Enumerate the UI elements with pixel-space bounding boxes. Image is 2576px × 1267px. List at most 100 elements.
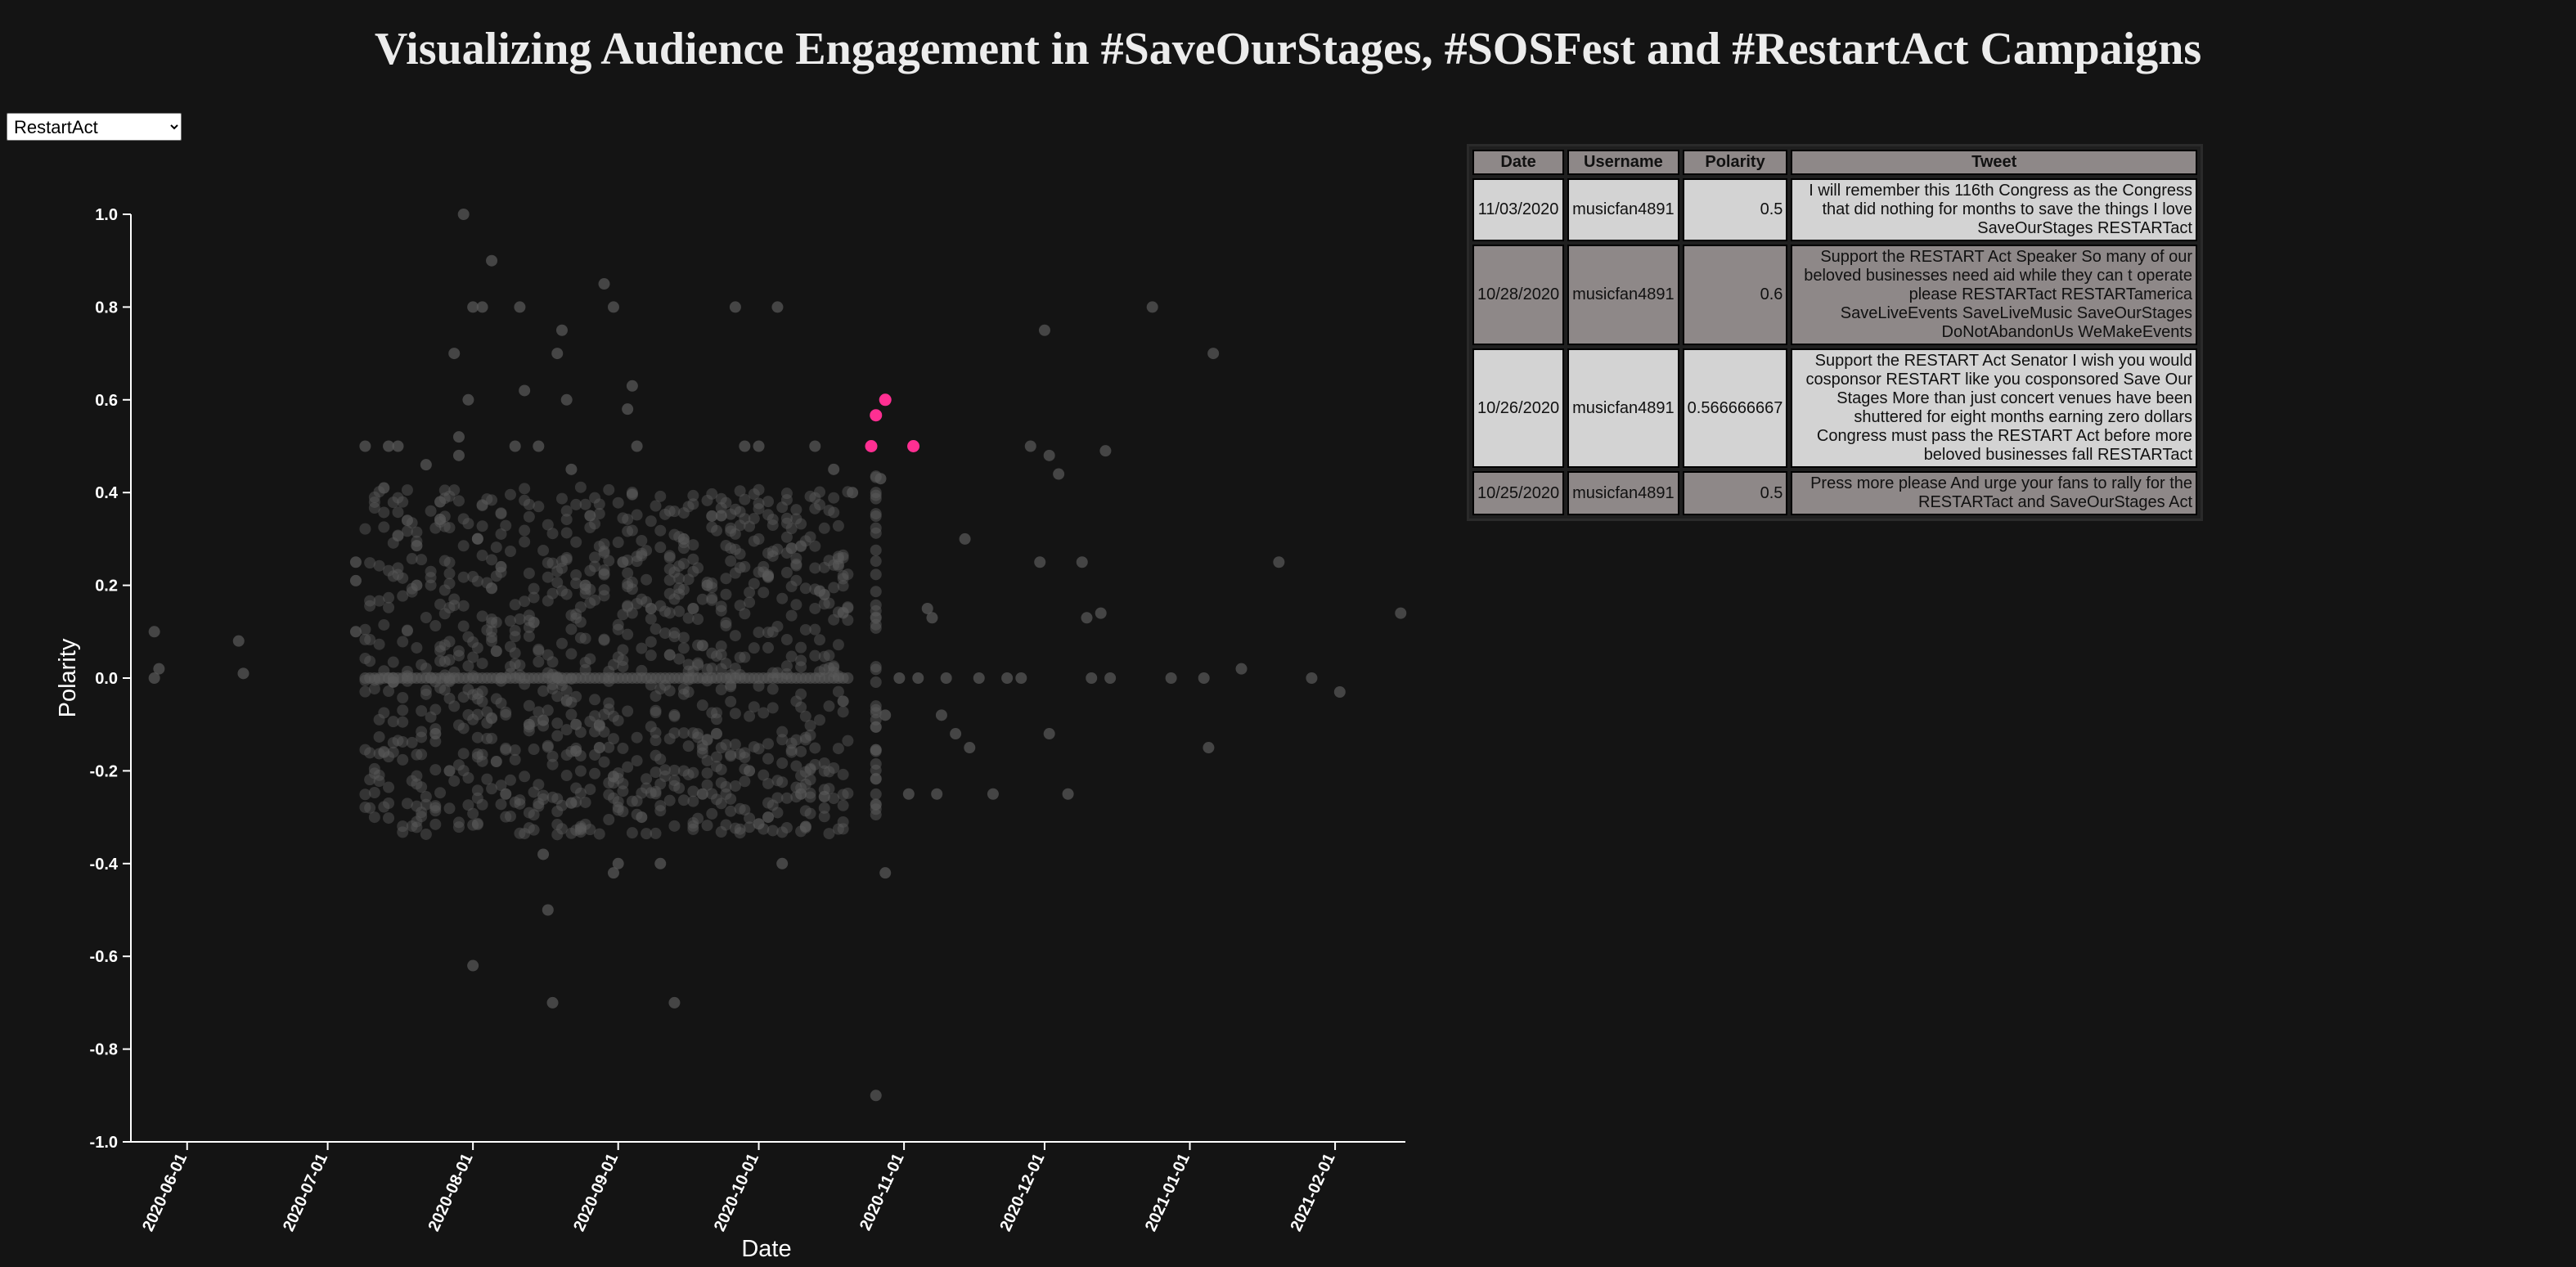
data-point: [607, 771, 619, 783]
data-point: [452, 719, 465, 731]
data-point: [617, 654, 629, 667]
data-point: [471, 819, 483, 831]
data-point: [785, 523, 798, 535]
data-point: [481, 732, 493, 744]
data-point: [551, 819, 564, 831]
data-point: [598, 545, 610, 557]
data-point: [785, 744, 798, 757]
data-point: [729, 708, 741, 720]
data-point: [392, 735, 404, 747]
data-point: [598, 708, 610, 721]
data-point: [828, 582, 840, 594]
data-point: [771, 775, 784, 787]
data-point: [411, 821, 423, 833]
data-point: [744, 821, 756, 833]
data-point: [542, 519, 554, 531]
data-point: [715, 604, 727, 617]
data-point: [696, 739, 708, 752]
data-point: [546, 791, 559, 803]
data-point: [560, 554, 573, 566]
data-point: [706, 647, 718, 659]
data-point: [514, 659, 526, 672]
data-point: [837, 823, 849, 835]
data-point: [368, 502, 380, 514]
data-point: [537, 714, 550, 726]
data-point: [692, 658, 704, 671]
data-point: [809, 583, 821, 595]
data-point: [617, 778, 629, 790]
data-point: [818, 663, 830, 676]
data-point: [720, 819, 732, 831]
data-point: [486, 625, 498, 637]
data-point: [645, 721, 657, 733]
data-point: [926, 612, 938, 624]
data-point: [589, 710, 601, 722]
data-point: [425, 572, 437, 584]
data-point: [416, 731, 428, 744]
data-point: [476, 550, 488, 562]
data-point: [753, 440, 765, 452]
data-point: [383, 751, 395, 763]
data-point: [734, 600, 746, 612]
data-point: [425, 579, 437, 591]
data-point: [758, 707, 770, 719]
data-point: [710, 793, 722, 806]
data-point: [589, 594, 601, 606]
campaign-dropdown[interactable]: RestartAct: [7, 113, 182, 141]
data-point: [729, 663, 741, 675]
data-point: [406, 736, 418, 748]
data-point: [555, 585, 568, 597]
data-point: [715, 492, 727, 505]
x-tick-label: 2020-08-01: [425, 1151, 476, 1234]
data-point: [443, 802, 456, 815]
data-point: [476, 695, 488, 708]
data-point: [725, 750, 737, 762]
data-point: [668, 780, 681, 792]
data-point: [500, 706, 512, 718]
data-point: [425, 711, 437, 723]
data-point: [490, 616, 502, 628]
data-point: [818, 650, 830, 663]
data-point: [654, 805, 667, 817]
data-point: [500, 519, 512, 532]
data-point: [364, 600, 376, 612]
data-point: [973, 672, 985, 684]
data-point: [622, 567, 634, 579]
data-point: [654, 753, 667, 766]
data-point: [715, 826, 727, 838]
data-point: [471, 708, 483, 721]
data-point: [641, 828, 653, 840]
data-point: [701, 820, 713, 832]
data-point: [574, 826, 587, 838]
data-point: [692, 731, 704, 744]
data-point: [739, 493, 751, 505]
data-point: [706, 510, 718, 522]
data-point: [1099, 445, 1112, 457]
data-point: [659, 764, 671, 776]
data-point: [706, 510, 718, 522]
data-point: [659, 771, 671, 783]
data-point: [383, 781, 395, 793]
y-tick-label: -0.2: [90, 762, 118, 780]
data-point: [771, 543, 784, 555]
data-point: [650, 726, 662, 739]
data-point: [457, 600, 470, 612]
data-point: [486, 613, 498, 626]
data-point: [715, 777, 727, 789]
data-point: [509, 599, 521, 611]
data-point: [785, 542, 798, 555]
data-point: [650, 623, 662, 636]
data-point: [574, 820, 587, 833]
y-tick-label: 0.4: [95, 484, 119, 502]
data-point: [804, 531, 816, 543]
data-point: [443, 577, 456, 590]
data-point: [870, 799, 882, 811]
data-point: [471, 751, 483, 763]
data-point: [612, 496, 624, 509]
data-point: [1395, 607, 1407, 619]
data-point: [416, 554, 428, 566]
data-point: [823, 505, 835, 517]
data-point: [457, 620, 470, 632]
data-point: [828, 662, 840, 674]
data-point: [462, 771, 474, 784]
